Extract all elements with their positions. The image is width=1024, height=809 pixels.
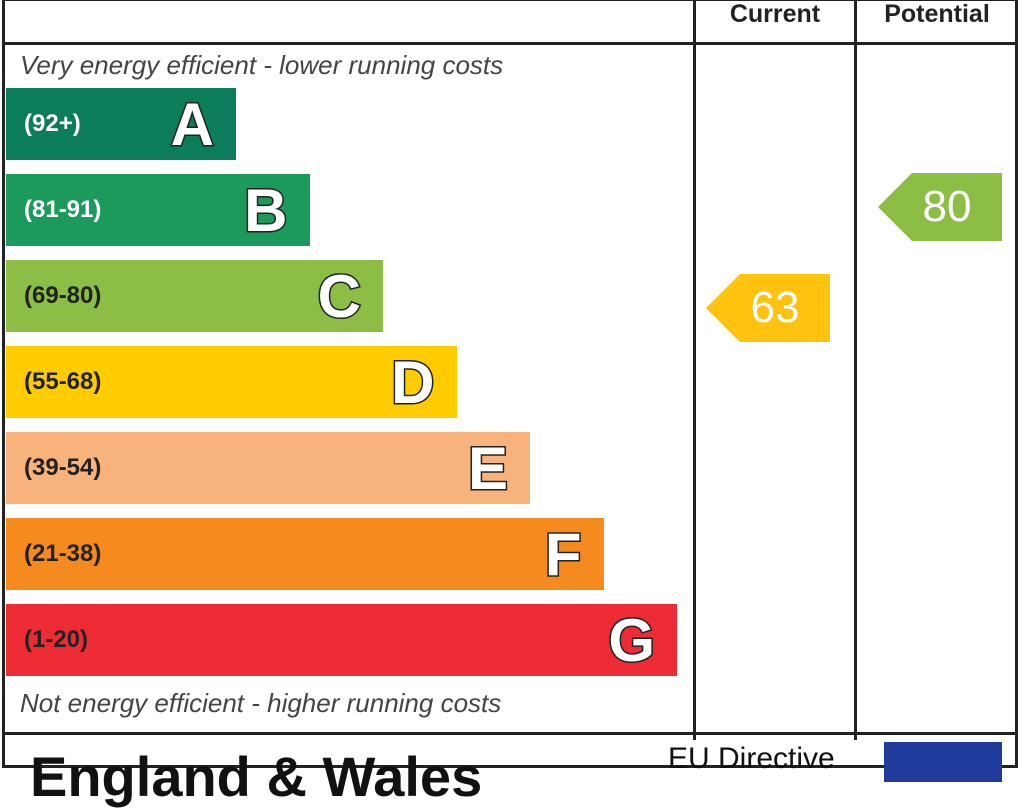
current-rating-arrow: 63 (706, 273, 830, 342)
current-column-header: Current (729, 0, 821, 28)
rating-band-c: (69-80) C (6, 260, 383, 332)
header-divider (2, 42, 1018, 45)
potential-rating-arrow-value: 80 (922, 181, 972, 231)
eu-flag-icon (884, 742, 1002, 782)
current-rating-arrow-value: 63 (750, 282, 800, 332)
current-rating-arrow-shape (706, 273, 830, 342)
rating-band-range: (55-68) (24, 368, 102, 395)
footer-divider (2, 732, 1018, 735)
rating-band-b: (81-91) B (6, 174, 310, 246)
rating-band-range: (21-38) (24, 540, 102, 567)
rating-band-range: (1-20) (24, 626, 89, 653)
rating-chart-frame (2, 0, 1018, 768)
potential-rating-arrow: 80 (878, 172, 1002, 241)
rating-band-letter: C (316, 262, 362, 332)
column-divider-potential (854, 0, 857, 740)
rating-band-range: (69-80) (24, 282, 102, 309)
rating-band-range: (81-91) (24, 196, 102, 223)
rating-band-range: (39-54) (24, 454, 102, 481)
rating-band-letter: G (607, 606, 657, 676)
rating-band-a: (92+) A (6, 88, 236, 160)
rating-band-letter: A (169, 90, 215, 160)
rating-band-e: (39-54) E (6, 432, 530, 504)
rating-band-letter: F (543, 520, 583, 590)
bottom-efficiency-note: Not energy efficient - higher running co… (20, 688, 502, 718)
rating-band-letter: E (466, 434, 509, 504)
top-efficiency-note: Very energy efficient - lower running co… (20, 50, 504, 80)
rating-band-d: (55-68) D (6, 346, 457, 418)
rating-band-letter: D (390, 348, 436, 418)
column-divider-current (693, 0, 696, 740)
potential-column-header: Potential (884, 0, 990, 28)
region-title: England & Wales (30, 745, 483, 808)
rating-band-f: (21-38) F (6, 518, 604, 590)
rating-band-letter: B (243, 176, 289, 246)
eu-directive-label: EU Directive (668, 742, 835, 775)
potential-rating-arrow-shape (878, 172, 1002, 241)
rating-band-range: (92+) (24, 110, 81, 137)
rating-band-g: (1-20) G (6, 604, 677, 676)
